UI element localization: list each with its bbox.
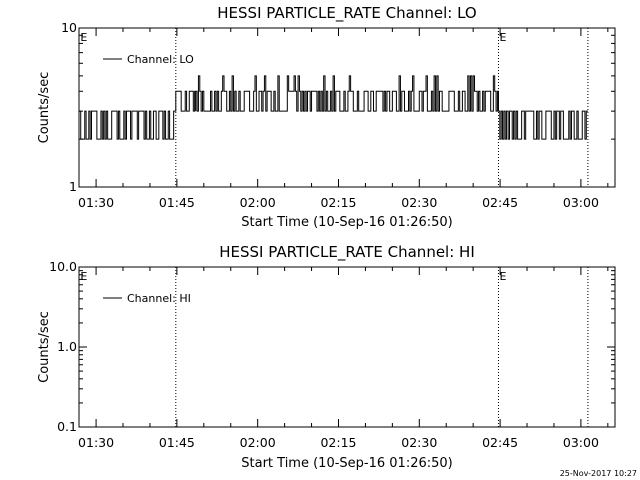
x-tick-label: 02:30 (401, 195, 437, 210)
plot-frame (78, 27, 616, 188)
x-tick-label: 01:30 (78, 435, 114, 450)
x-tick-label: 02:15 (320, 435, 356, 450)
x-tick-label: 02:45 (482, 435, 518, 450)
x-tick-label: 02:30 (401, 435, 437, 450)
chart-title: HESSI PARTICLE_RATE Channel: LO (217, 4, 476, 23)
chart-title: HESSI PARTICLE_RATE Channel: HI (219, 243, 475, 262)
event-marker: E (80, 31, 87, 44)
x-tick-label: 02:15 (320, 195, 356, 210)
event-marker: E (80, 270, 87, 283)
y-tick-label: 1.0 (57, 339, 77, 354)
y-axis-label: Counts/sec (37, 72, 52, 144)
event-marker: E (499, 31, 506, 44)
x-tick-label: 03:00 (563, 435, 599, 450)
plot-frame (78, 266, 616, 428)
legend-label: Channel: LO (127, 53, 194, 66)
event-marker: E (499, 270, 506, 283)
y-tick-label: 1 (69, 179, 77, 194)
y-tick-label: 10.0 (49, 259, 77, 274)
panel-hi-channel: HESSI PARTICLE_RATE Channel: HI Start Tim… (37, 243, 616, 471)
x-tick-label: 01:45 (159, 435, 195, 450)
x-axis-label: Start Time (10-Sep-16 01:26:50) (241, 215, 452, 230)
x-tick-label: 02:00 (240, 435, 276, 450)
panel-lo-channel: HESSI PARTICLE_RATE Channel: LO Start Tim… (37, 4, 616, 230)
series-line-1 (79, 75, 588, 140)
y-tick-label: 10 (61, 20, 77, 35)
x-tick-label: 02:45 (482, 195, 518, 210)
y-axis-label: Counts/sec (37, 311, 52, 383)
x-tick-label: 01:30 (78, 195, 114, 210)
x-axis-label: Start Time (10-Sep-16 01:26:50) (241, 456, 452, 471)
x-tick-label: 01:45 (159, 195, 195, 210)
x-tick-label: 02:00 (240, 195, 276, 210)
legend-label: Channel: HI (127, 292, 191, 305)
footer-timestamp: 25-Nov-2017 10:27 (560, 469, 637, 478)
y-tick-label: 0.1 (57, 419, 77, 434)
x-tick-label: 03:00 (563, 195, 599, 210)
